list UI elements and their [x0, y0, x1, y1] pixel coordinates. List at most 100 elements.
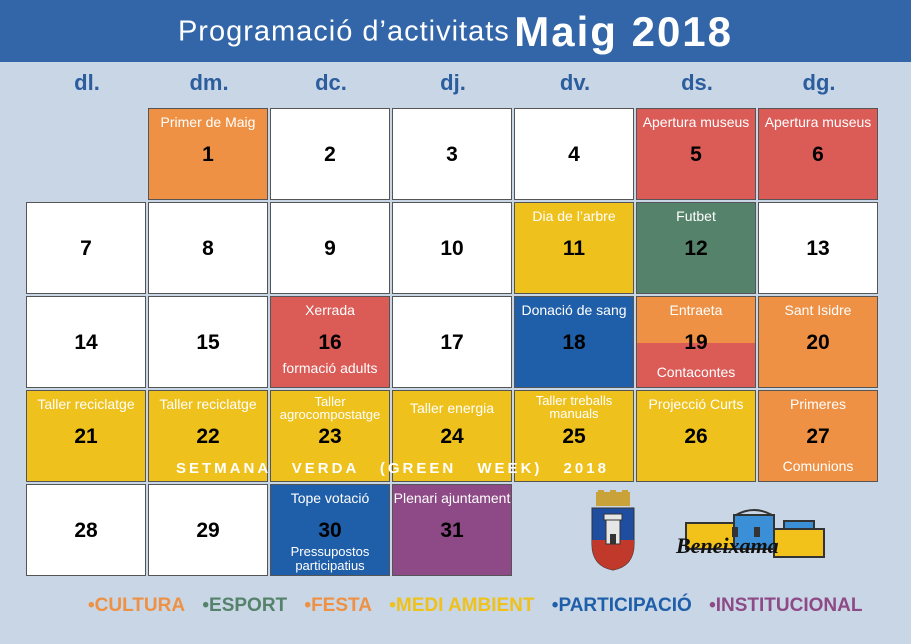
day-cell[interactable]: Taller agrocompostatge 23 [270, 390, 390, 482]
day-cell[interactable]: Primeres 27 Comunions [758, 390, 878, 482]
event-label: Sant Isidre [784, 302, 852, 318]
day-cell[interactable]: Apertura museus 6 [758, 108, 878, 200]
day-cell[interactable]: 28 [26, 484, 146, 576]
day-number: 9 [324, 237, 336, 260]
day-cell[interactable]: 4 [514, 108, 634, 200]
day-cell[interactable]: 13 [758, 202, 878, 294]
title-part1: Programació d’activitats [177, 15, 510, 48]
event-label: Apertura museus [764, 114, 872, 130]
day-number: 19 [684, 331, 708, 354]
event-label: Plenari ajuntament [393, 490, 511, 506]
day-number: 28 [74, 519, 98, 542]
coat-of-arms-icon [588, 490, 638, 577]
day-cell[interactable]: Taller reciclatge 21 [26, 390, 146, 482]
legend-cultura: •CULTURA [88, 595, 186, 616]
event-label: Xerrada [305, 302, 355, 318]
day-cell[interactable]: Dia de l’arbre 11 [514, 202, 634, 294]
day-number: 11 [562, 237, 586, 260]
day-cell[interactable]: Donació de sang 18 [514, 296, 634, 388]
event-label: Futbet [676, 208, 716, 224]
day-cell[interactable]: Sant Isidre 20 [758, 296, 878, 388]
day-number: 4 [568, 143, 580, 166]
day-number: 17 [440, 331, 464, 354]
day-number: 13 [806, 237, 830, 260]
event-label: Projecció Curts [648, 396, 744, 412]
legend-esport-label: ESPORT [209, 595, 288, 616]
day-number: 10 [440, 237, 464, 260]
event-label: Primer de Maig [160, 114, 256, 130]
event-sublabel: formació adults [282, 360, 378, 376]
day-cell[interactable]: Plenari ajuntament 31 [392, 484, 512, 576]
weekday-sun: dg. [802, 70, 836, 95]
day-number: 22 [196, 425, 220, 448]
day-number: 6 [812, 143, 824, 166]
event-sublabel: Pressupostos participatius [290, 544, 370, 573]
day-cell[interactable]: Projecció Curts 26 [636, 390, 756, 482]
event-label: Tope votació [290, 490, 370, 506]
day-cell[interactable]: Apertura museus 5 [636, 108, 756, 200]
day-number: 27 [806, 425, 830, 448]
legend-institucional-label: INSTITUCIONAL [715, 595, 863, 616]
day-cell[interactable]: 17 [392, 296, 512, 388]
header-banner: Programació d’activitats Maig 2018 [0, 0, 911, 62]
event-label: Taller energia [409, 400, 495, 416]
day-cell[interactable]: 29 [148, 484, 268, 576]
day-number: 14 [74, 331, 98, 354]
weekday-wed: dc. [315, 70, 347, 95]
legend-medi-ambient-label: MEDI AMBIENT [395, 595, 535, 616]
day-number: 15 [196, 331, 220, 354]
day-number: 23 [318, 425, 342, 448]
day-number: 25 [562, 425, 586, 448]
day-number: 31 [440, 519, 464, 542]
day-number: 12 [684, 237, 708, 260]
day-number: 18 [562, 331, 586, 354]
day-cell[interactable]: 2 [270, 108, 390, 200]
day-cell[interactable]: 10 [392, 202, 512, 294]
split-bottom [637, 343, 755, 387]
day-cell[interactable]: 7 [26, 202, 146, 294]
event-label: Apertura museus [642, 114, 750, 130]
day-cell[interactable]: Taller treballs manuals 25 [514, 390, 634, 482]
weekday-tue: dm. [189, 70, 229, 95]
day-cell[interactable]: Primer de Maig 1 [148, 108, 268, 200]
day-cell[interactable]: 8 [148, 202, 268, 294]
weekday-fri: dv. [559, 70, 591, 95]
green-week-banner: SETMANA VERDA (GREEN WEEK) 2018 [176, 460, 609, 477]
event-sublabel: Contacontes [656, 364, 736, 380]
legend-medi-ambient: •MEDI AMBIENT [389, 595, 535, 616]
event-label: Entraeta [669, 302, 723, 318]
legend-participacio: •PARTICIPACIÓ [551, 595, 692, 616]
legend-festa: •FESTA [304, 595, 372, 616]
legend-cultura-label: CULTURA [94, 595, 186, 616]
event-sublabel: Comunions [782, 458, 854, 474]
day-number: 30 [318, 519, 342, 542]
day-cell[interactable]: 9 [270, 202, 390, 294]
day-number: 3 [446, 143, 458, 166]
day-number: 26 [684, 425, 708, 448]
event-label: Primeres [789, 396, 846, 412]
event-label: Dia de l’arbre [532, 208, 616, 224]
day-number: 29 [196, 519, 220, 542]
day-number: 7 [80, 237, 92, 260]
day-cell[interactable]: 14 [26, 296, 146, 388]
event-label: Taller reciclatge [37, 396, 135, 412]
event-label: Taller reciclatge [159, 396, 257, 412]
weekday-sat: ds. [681, 70, 713, 95]
day-number: 1 [202, 143, 214, 166]
legend-participacio-label: PARTICIPACIÓ [558, 595, 692, 616]
logo-text: Beneixama [675, 533, 779, 558]
day-cell[interactable]: Taller reciclatge 22 [148, 390, 268, 482]
day-number: 5 [690, 143, 702, 166]
legend-festa-label: FESTA [311, 595, 372, 616]
day-cell[interactable]: 15 [148, 296, 268, 388]
day-cell[interactable]: Xerrada 16 formació adults [270, 296, 390, 388]
day-number: 24 [440, 425, 464, 448]
day-cell[interactable]: Tope votació 30 Pressupostos participatius [270, 484, 390, 576]
day-cell[interactable]: Taller energia 24 [392, 390, 512, 482]
day-cell[interactable]: Entraeta 19 Contacontes [636, 296, 756, 388]
day-number: 20 [806, 331, 830, 354]
category-legend: •CULTURA •ESPORT •FESTA •MEDI AMBIENT •P… [88, 595, 874, 617]
day-cell[interactable]: Futbet 12 [636, 202, 756, 294]
weekday-thu: dj. [440, 70, 466, 95]
day-cell[interactable]: 3 [392, 108, 512, 200]
